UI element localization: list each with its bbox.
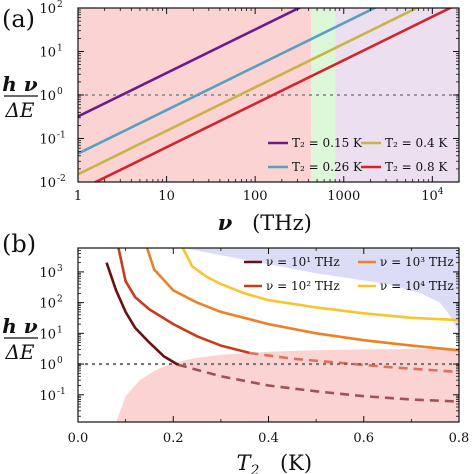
panel-b-legend: ν = 10¹ THz ν = 10² THz ν = 10³ THz ν = 10⁴… — [244, 255, 454, 293]
panel-b-xtick-label: 0.2 — [163, 431, 184, 446]
panel-b-regions — [116, 248, 459, 422]
panel-b-series-line-3 — [181, 248, 459, 322]
panel-b-ytick-label: 102 — [39, 295, 62, 312]
panel-a-legend-label: T₂ = 0.26 K — [292, 160, 363, 174]
panel-a: 1 10 100 1000 104 10-2 10-1 100 101 102 T₂ = 0.15… — [2, 0, 460, 235]
panel-a-legend-label: T₂ = 0.15 K — [292, 136, 363, 150]
panel-b-series-dashed-1 — [249, 351, 459, 374]
panel-a-series-line-3 — [92, 8, 453, 182]
panel-a-legend-label: T₂ = 0.4 K — [385, 136, 448, 150]
panel-a-ytick-label: 10-1 — [39, 131, 65, 148]
panel-b-xlabel-unit: (K) — [280, 451, 312, 474]
panel-b-ytick-label: 101 — [39, 325, 62, 342]
panel-a-series — [78, 8, 453, 182]
panel-b-xtick-label: 0.6 — [353, 431, 374, 446]
panel-b-ytick-label: 103 — [39, 264, 63, 281]
panel-b-series-dashed-0 — [177, 363, 459, 403]
panel-b-legend-label: ν = 10² THz — [266, 279, 340, 293]
panel-a-series-line-1 — [78, 8, 378, 155]
panel-a-legend-label: T₂ = 0.8 K — [385, 160, 448, 174]
panel-a-ytick-label: 10-2 — [39, 174, 65, 191]
panel-a-legend: T₂ = 0.15 K T₂ = 0.4 K T₂ = 0.26 K T₂ = 0.8… — [268, 136, 448, 174]
panel-b-legend-label: ν = 10⁴ THz — [380, 279, 454, 293]
panel-a-xlabel-variable: ν — [218, 210, 233, 235]
panel-a-xtick-label: 100 — [243, 189, 268, 204]
panel-b-xtick-label: 0.4 — [258, 431, 279, 446]
panel-b-xtick-label: 0.0 — [68, 431, 89, 446]
panel-a-ytick-label: 100 — [39, 87, 63, 104]
panel-b-series-line-0 — [105, 262, 179, 366]
panel-b-ylabel-numerator: h ν — [2, 314, 38, 338]
panel-a-ticks: 1 10 100 1000 104 10-2 10-1 100 101 102 — [39, 0, 460, 204]
panel-b-series — [105, 248, 459, 403]
panel-a-series-line-2 — [78, 8, 420, 176]
panel-b-series-line-1 — [117, 248, 250, 355]
panel-b: 0.0 0.2 0.4 0.6 0.8 10-1 100 101 102 103 ν = 10¹ … — [2, 230, 469, 474]
panel-a-xlabel-unit: (THz) — [252, 211, 312, 235]
panel-a-xtick-label: 1 — [74, 189, 82, 204]
panel-a-series-line-0 — [78, 8, 302, 118]
panel-b-xlabel-variable: T2 — [237, 451, 260, 474]
panel-b-legend-label: ν = 10¹ THz — [266, 255, 340, 269]
panel-a-xtick-label: 104 — [421, 187, 444, 204]
panel-a-label: (a) — [2, 5, 35, 33]
panel-b-series-line-2 — [145, 248, 459, 352]
panel-b-legend-label: ν = 10³ THz — [380, 255, 454, 269]
panel-a-ytick-label: 102 — [39, 0, 62, 17]
panel-b-region-1 — [182, 248, 459, 334]
panel-b-ylabel-denominator: ΔE — [4, 340, 34, 364]
panel-b-ticks: 0.0 0.2 0.4 0.6 0.8 10-1 100 101 102 103 — [39, 247, 470, 446]
panel-a-ylabel-numerator: h ν — [2, 72, 38, 96]
panel-a-xtick-label: 10 — [158, 189, 175, 204]
panel-b-ytick-label: 100 — [39, 356, 63, 373]
panel-a-ylabel-denominator: ΔE — [4, 98, 34, 122]
panel-b-xtick-label: 0.8 — [449, 431, 470, 446]
panel-a-ytick-label: 101 — [39, 44, 62, 61]
panel-b-label: (b) — [2, 230, 36, 258]
panel-a-xtick-label: 1000 — [327, 189, 360, 204]
panel-b-ytick-label: 10-1 — [39, 387, 65, 404]
